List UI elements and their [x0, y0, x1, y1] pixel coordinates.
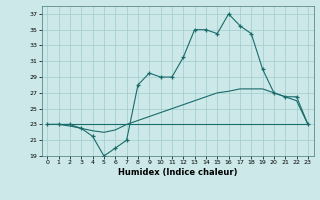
X-axis label: Humidex (Indice chaleur): Humidex (Indice chaleur) [118, 168, 237, 177]
